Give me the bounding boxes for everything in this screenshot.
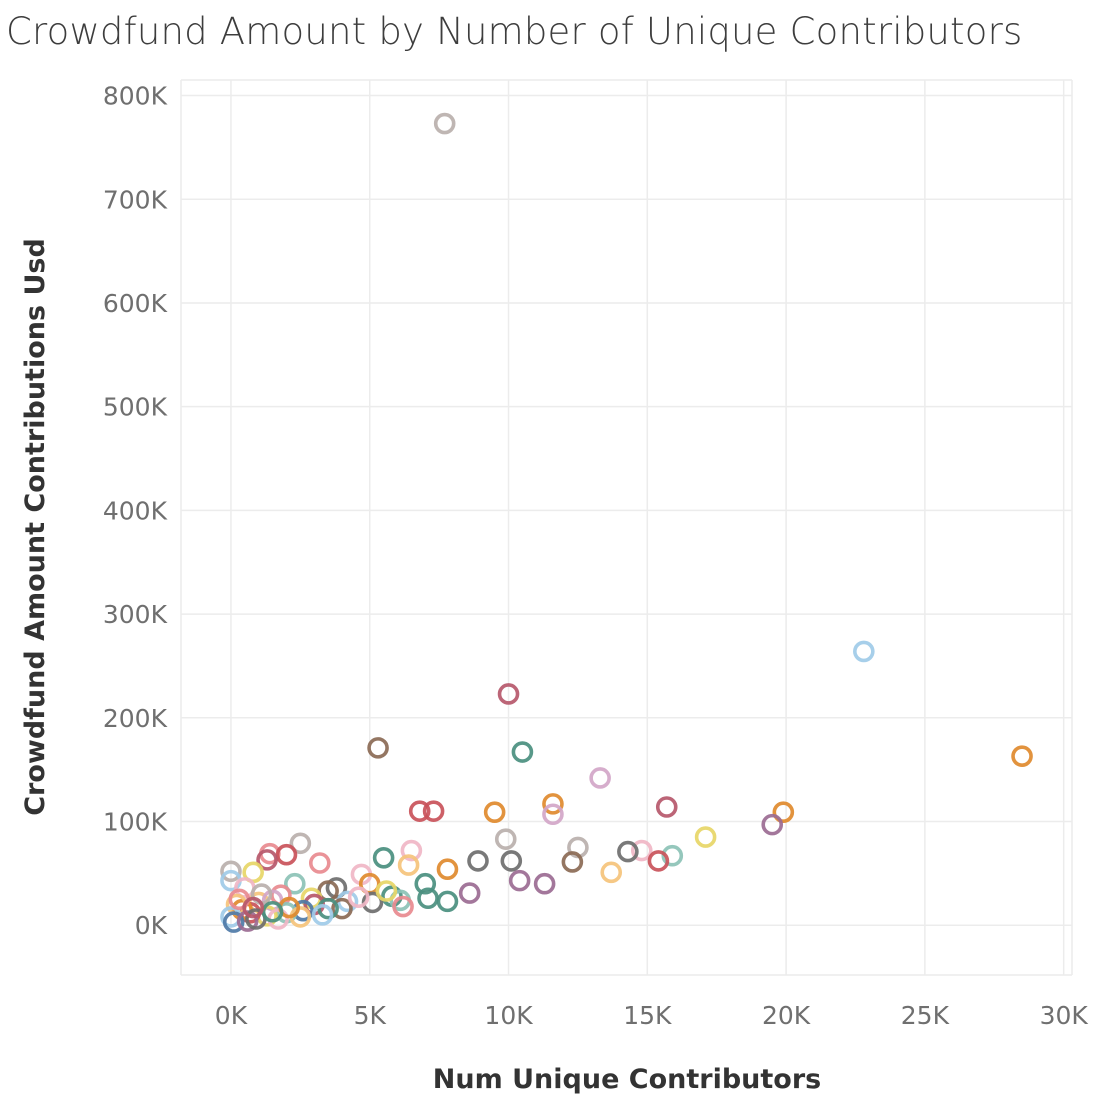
- data-point[interactable]: [533, 872, 556, 895]
- data-point[interactable]: [417, 887, 439, 910]
- data-point[interactable]: [311, 904, 334, 926]
- data-point[interactable]: [256, 849, 278, 871]
- x-tick-label: 30K: [1040, 1001, 1089, 1030]
- x-axis-label: Num Unique Contributors: [433, 1064, 821, 1095]
- x-tick-label: 5K: [354, 1001, 387, 1030]
- data-point[interactable]: [542, 793, 564, 815]
- data-point[interactable]: [433, 112, 456, 135]
- data-point[interactable]: [347, 886, 370, 909]
- y-tick-label: 700K: [103, 185, 168, 214]
- data-point[interactable]: [275, 843, 298, 866]
- data-point[interactable]: [242, 896, 264, 919]
- data-point[interactable]: [422, 800, 445, 822]
- y-tick-label: 600K: [103, 289, 168, 318]
- y-tick-label: 500K: [103, 393, 168, 422]
- y-tick-label: 400K: [103, 496, 168, 525]
- data-point[interactable]: [331, 897, 353, 920]
- data-point[interactable]: [542, 803, 564, 826]
- data-point[interactable]: [497, 683, 520, 705]
- x-tick-label: 15K: [623, 1001, 672, 1030]
- data-point[interactable]: [308, 852, 331, 874]
- data-point[interactable]: [284, 872, 306, 895]
- data-points: [220, 112, 1033, 933]
- data-point[interactable]: [317, 897, 339, 920]
- tick-labels: 0K 100K 200K 300K 400K 500K 600K 700K 800K 0K 5K 10…: [103, 82, 1089, 1030]
- data-point[interactable]: [436, 890, 459, 913]
- data-point[interactable]: [772, 801, 795, 823]
- data-point[interactable]: [655, 796, 678, 818]
- data-point[interactable]: [375, 880, 398, 902]
- data-point[interactable]: [414, 872, 437, 895]
- data-point[interactable]: [561, 851, 584, 873]
- data-point[interactable]: [408, 800, 431, 822]
- y-tick-label: 100K: [103, 808, 168, 837]
- data-point[interactable]: [392, 895, 414, 918]
- data-point[interactable]: [694, 826, 717, 848]
- data-point[interactable]: [661, 844, 684, 867]
- y-tick-label: 0K: [135, 911, 168, 940]
- data-point[interactable]: [494, 828, 517, 850]
- data-point[interactable]: [508, 869, 531, 892]
- data-point[interactable]: [400, 839, 423, 862]
- x-tick-label: 10K: [484, 1001, 533, 1030]
- data-point[interactable]: [436, 858, 459, 881]
- x-tick-label: 25K: [901, 1001, 950, 1030]
- x-tick-label: 20K: [762, 1001, 811, 1030]
- data-point[interactable]: [261, 900, 284, 923]
- data-point[interactable]: [617, 840, 639, 863]
- data-point[interactable]: [236, 910, 259, 932]
- data-point[interactable]: [761, 813, 784, 836]
- data-point[interactable]: [600, 861, 623, 884]
- data-point[interactable]: [222, 911, 245, 933]
- data-point[interactable]: [511, 741, 534, 763]
- data-point[interactable]: [289, 832, 312, 855]
- data-point[interactable]: [372, 847, 395, 869]
- data-point[interactable]: [397, 854, 420, 876]
- data-point[interactable]: [458, 882, 481, 904]
- data-point[interactable]: [467, 850, 489, 872]
- data-point[interactable]: [853, 640, 875, 663]
- y-tick-label: 300K: [103, 600, 168, 629]
- data-point[interactable]: [500, 850, 523, 872]
- data-point[interactable]: [630, 839, 653, 862]
- chart-title: Crowdfund Amount by Number of Unique Con…: [6, 10, 1023, 53]
- y-tick-label: 200K: [103, 704, 168, 733]
- data-point[interactable]: [647, 850, 670, 872]
- data-point[interactable]: [589, 767, 611, 789]
- data-point[interactable]: [367, 737, 389, 759]
- data-point[interactable]: [361, 891, 384, 914]
- x-tick-label: 0K: [215, 1001, 248, 1030]
- grid-lines: [180, 79, 1073, 976]
- data-point[interactable]: [483, 801, 506, 823]
- data-point[interactable]: [1011, 745, 1033, 767]
- data-point[interactable]: [220, 860, 242, 883]
- y-axis-label: Crowdfund Amount Contributions Usd: [20, 238, 51, 816]
- y-tick-label: 800K: [103, 82, 168, 111]
